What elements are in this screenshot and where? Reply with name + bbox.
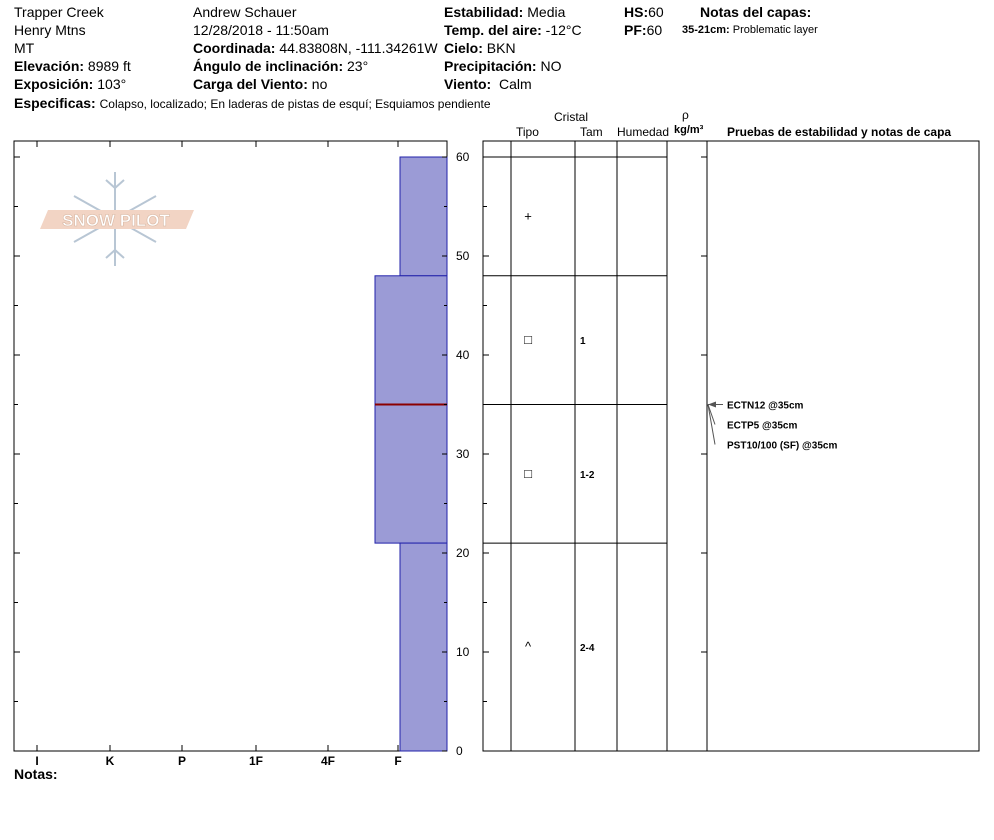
layer-note: 35-21cm: Problematic layer bbox=[682, 24, 818, 36]
coordinates: Coordinada: 44.83808N, -111.34261W bbox=[193, 40, 438, 56]
y-tick-label: 10 bbox=[456, 645, 470, 659]
crystal-size: 1-2 bbox=[580, 470, 595, 481]
precipitation: Precipitación: NO bbox=[444, 58, 562, 74]
crystal-size: 2-4 bbox=[580, 643, 595, 654]
y-tick-label: 60 bbox=[456, 150, 470, 164]
wind-loading: Carga del Viento: no bbox=[193, 76, 328, 92]
test-pointer bbox=[707, 404, 716, 425]
stability: Estabilidad: Media bbox=[444, 4, 566, 20]
density-header: ρ bbox=[682, 108, 689, 122]
logo-text: SNOW PILOT bbox=[62, 211, 170, 230]
tests-header: Pruebas de estabilidad y notas de capa bbox=[727, 125, 952, 139]
hardness-layer-2 bbox=[399, 542, 448, 752]
crystal-type-symbol: □ bbox=[524, 332, 532, 347]
snowpilot-logo: SNOW PILOT bbox=[40, 172, 194, 266]
elevation: Elevación: 8989 ft bbox=[14, 58, 131, 74]
state: MT bbox=[14, 40, 35, 56]
layer-notes-label: Notas del capas: bbox=[700, 4, 812, 20]
test-arrow-icon bbox=[708, 401, 716, 408]
test-pointer bbox=[707, 404, 716, 445]
y-tick-label: 20 bbox=[456, 546, 470, 560]
crystal-table-frame bbox=[482, 140, 980, 752]
moisture-header: Humedad bbox=[617, 125, 670, 139]
location: Trapper Creek bbox=[14, 4, 104, 20]
crystal-type-symbol: + bbox=[524, 208, 532, 223]
y-tick-label: 0 bbox=[456, 744, 463, 758]
specifics: Especificas: Colapso, localizado; En lad… bbox=[14, 95, 491, 111]
size-header: Tam bbox=[580, 125, 603, 139]
mountain-range: Henry Mtns bbox=[14, 22, 86, 38]
slope-angle: Ángulo de inclinación: 23° bbox=[193, 58, 369, 74]
stability-test-label: PST10/100 (SF) @35cm bbox=[727, 441, 837, 452]
x-tick-label: F bbox=[394, 754, 401, 768]
crystal-header: Cristal bbox=[554, 110, 589, 124]
aspect: Exposición: 103° bbox=[14, 76, 127, 92]
observer: Andrew Schauer bbox=[193, 4, 297, 20]
notes-label: Notas: bbox=[14, 766, 58, 782]
hardness-layer-0 bbox=[399, 156, 448, 277]
density-unit: kg/m³ bbox=[674, 124, 704, 136]
stability-test-label: ECTN12 @35cm bbox=[727, 401, 804, 412]
y-tick-label: 30 bbox=[456, 447, 470, 461]
y-tick-label: 50 bbox=[456, 249, 470, 263]
datetime: 12/28/2018 - 11:50am bbox=[193, 22, 329, 38]
snow-height: HS:60 bbox=[624, 4, 664, 20]
table-columns bbox=[510, 141, 708, 751]
wind: Viento: Calm bbox=[444, 76, 532, 92]
stability-test-label: ECTP5 @35cm bbox=[727, 421, 797, 432]
x-tick-label: 4F bbox=[321, 754, 335, 768]
type-header: Tipo bbox=[516, 125, 539, 139]
hardness-layer-1 bbox=[374, 275, 448, 544]
crystal-size: 1 bbox=[580, 336, 586, 347]
air-temperature: Temp. del aire: -12°C bbox=[444, 22, 582, 38]
foot-penetration: PF:60 bbox=[624, 22, 663, 38]
sky-cover: Cielo: BKN bbox=[444, 40, 516, 56]
crystal-type-symbol: ^ bbox=[525, 639, 532, 654]
x-tick-label: K bbox=[106, 754, 115, 768]
crystal-type-symbol: □ bbox=[524, 466, 532, 481]
x-tick-label: I bbox=[35, 754, 38, 768]
x-tick-label: P bbox=[178, 754, 186, 768]
x-tick-label: 1F bbox=[249, 754, 263, 768]
y-tick-label: 40 bbox=[456, 348, 470, 362]
